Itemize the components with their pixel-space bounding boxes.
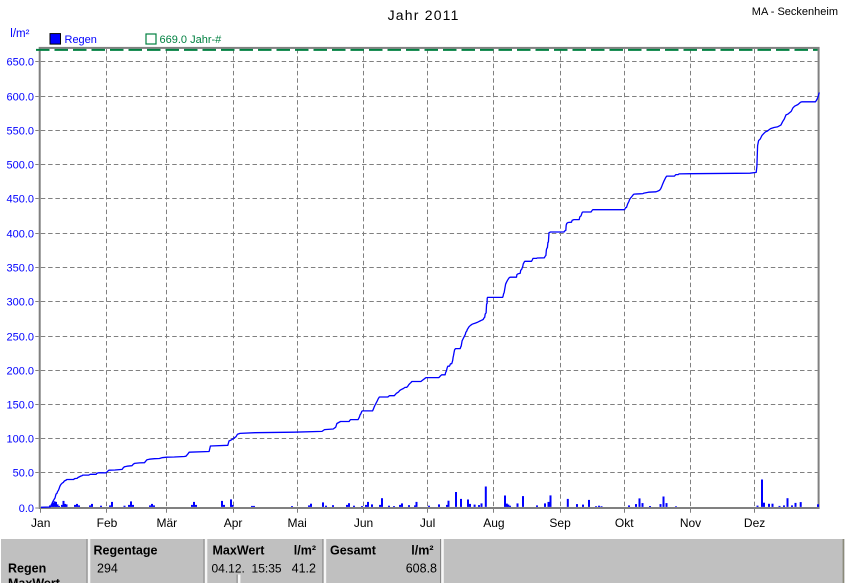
svg-text:294: 294	[97, 561, 118, 575]
svg-text:669.0 Jahr-#: 669.0 Jahr-#	[160, 34, 223, 46]
svg-text:250.0: 250.0	[6, 332, 34, 344]
svg-text:Feb: Feb	[97, 516, 118, 530]
svg-text:Regen: Regen	[65, 34, 97, 46]
svg-text:600.0: 600.0	[6, 92, 34, 104]
svg-text:100.0: 100.0	[6, 434, 34, 446]
svg-text:500.0: 500.0	[6, 160, 34, 172]
svg-text:Apr: Apr	[224, 516, 243, 530]
svg-text:650.0: 650.0	[6, 57, 34, 69]
svg-text:0.0: 0.0	[19, 503, 34, 515]
svg-text:MaxWert: MaxWert	[213, 544, 266, 558]
svg-text:Mai: Mai	[288, 516, 307, 530]
svg-text:608.8: 608.8	[406, 561, 437, 575]
svg-text:Sep: Sep	[549, 516, 571, 530]
svg-text:l/m²: l/m²	[294, 544, 316, 558]
svg-text:200.0: 200.0	[6, 366, 34, 378]
svg-text:350.0: 350.0	[6, 263, 34, 275]
svg-text:Regen: Regen	[8, 562, 46, 576]
svg-text:41.2: 41.2	[292, 561, 316, 575]
svg-text:Gesamt: Gesamt	[330, 544, 377, 558]
svg-text:Nov: Nov	[680, 516, 701, 530]
svg-text:l/m²: l/m²	[10, 28, 29, 40]
svg-text:Okt: Okt	[615, 516, 634, 530]
svg-text:400.0: 400.0	[6, 229, 34, 241]
svg-text:Regentage: Regentage	[94, 544, 158, 558]
svg-text:50.0: 50.0	[13, 468, 34, 480]
svg-text:Jun: Jun	[354, 516, 373, 530]
svg-text:Jahr 2011: Jahr 2011	[388, 7, 460, 23]
svg-text:Jul: Jul	[420, 516, 435, 530]
svg-text:Dez: Dez	[744, 516, 765, 530]
svg-text:Jan: Jan	[31, 516, 50, 530]
svg-text:550.0: 550.0	[6, 126, 34, 138]
svg-text:MA - Seckenheim: MA - Seckenheim	[752, 6, 838, 18]
svg-text:150.0: 150.0	[6, 400, 34, 412]
svg-text:MaxWert: MaxWert	[8, 577, 61, 583]
svg-text:Mär: Mär	[156, 516, 177, 530]
svg-text:300.0: 300.0	[6, 297, 34, 309]
svg-text:450.0: 450.0	[6, 194, 34, 206]
svg-text:l/m²: l/m²	[411, 544, 433, 558]
svg-text:Aug: Aug	[483, 516, 504, 530]
svg-text:04.12. 15:35: 04.12. 15:35	[212, 561, 282, 575]
